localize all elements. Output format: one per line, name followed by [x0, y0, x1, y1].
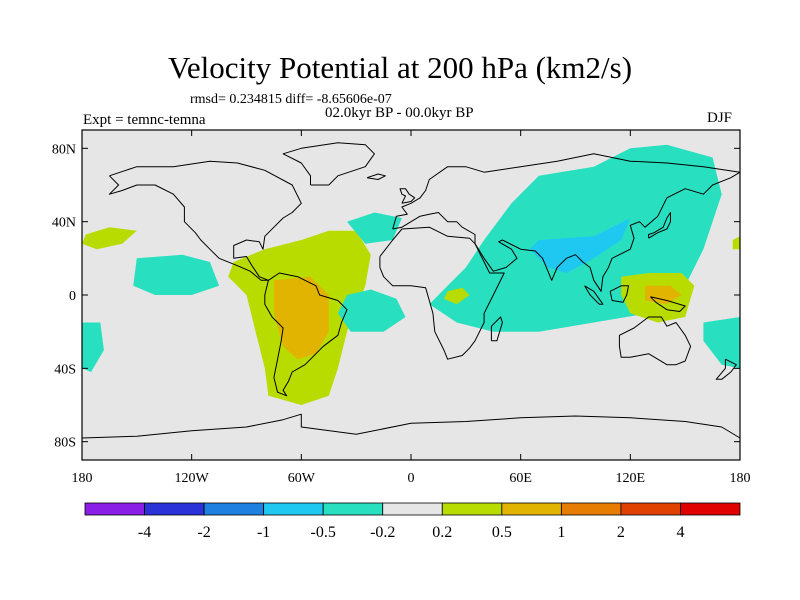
colorbar-swatch — [620, 502, 681, 516]
chart-title: Velocity Potential at 200 hPa (km2/s) — [167, 50, 633, 85]
coastline-borneo — [609, 285, 629, 303]
colorbar-label: 0.5 — [492, 524, 512, 541]
coastline-japan — [648, 212, 671, 239]
colorbar-label: 2 — [617, 524, 625, 541]
stats-label: rmsd= 0.234815 diff= -8.65606e-07 — [190, 92, 392, 107]
region-maritime-core — [645, 285, 682, 305]
x-tick-label: 60E — [509, 471, 532, 486]
coastline-antarctica — [81, 413, 741, 439]
colorbar-label: -0.5 — [311, 524, 336, 541]
coastline-greenland — [282, 142, 375, 186]
coastline-eurasia — [392, 153, 741, 292]
y-tick-label: 80N — [52, 142, 76, 157]
coastline-new-zealand — [715, 358, 737, 380]
colorbar-swatch — [203, 502, 265, 516]
coastline-new-guinea — [650, 296, 686, 312]
coastline-australia — [618, 316, 692, 366]
y-tick-label: 80S — [54, 436, 76, 451]
experiment-label: Expt = temnc-temna — [83, 112, 206, 128]
coastline-uk — [399, 188, 416, 204]
y-tick-label: 0 — [69, 289, 76, 304]
region-pacific-southwest-negative — [82, 322, 104, 372]
x-tick-label: 0 — [408, 471, 415, 486]
region-pacific-west-positive — [82, 227, 137, 250]
region-antarctic-edge-negative — [703, 317, 740, 369]
colorbar-label: -1 — [257, 524, 270, 541]
colorbar-label: 0.2 — [432, 524, 452, 541]
x-tick-label: 120W — [175, 471, 210, 486]
colorbar-label: 1 — [557, 524, 565, 541]
x-tick-label: 180 — [72, 471, 93, 486]
coastline-sumatra — [584, 285, 604, 305]
region-asia-core — [529, 218, 631, 273]
region-indian-ocean-dot — [443, 287, 470, 305]
colorbar-swatch — [680, 502, 741, 516]
coastline-iceland — [366, 173, 386, 180]
period-label: 02.0kyr BP - 00.0kyr BP — [325, 105, 474, 121]
region-pacific-east-negative — [133, 254, 220, 295]
coastline-south-america — [264, 272, 348, 397]
colorbar-swatch — [441, 502, 503, 516]
x-tick-label: 180 — [730, 471, 751, 486]
region-atlantic-subtropic-negative — [347, 212, 402, 244]
colorbar-swatch — [263, 502, 324, 516]
colorbar-label: -0.2 — [370, 524, 395, 541]
coastline-madagascar — [490, 316, 503, 342]
y-tick-label: 40S — [54, 362, 76, 377]
coastline-north-america — [108, 160, 302, 281]
region-east-edge-positive — [732, 236, 740, 250]
colorbar-swatch — [84, 502, 145, 516]
colorbar-swatch — [382, 502, 443, 516]
colorbar-swatch — [144, 502, 205, 516]
x-tick-label: 60W — [288, 471, 316, 486]
season-label: DJF — [707, 110, 733, 126]
colorbar-swatch — [560, 502, 622, 516]
coastline-africa — [379, 226, 505, 360]
x-tick-label: 120E — [616, 471, 646, 486]
colorbar-swatch — [501, 502, 562, 516]
colorbar-label: 4 — [676, 524, 684, 541]
region-north-atlantic-negative — [337, 289, 406, 332]
colorbar-label: -2 — [197, 524, 210, 541]
y-tick-label: 40N — [52, 216, 76, 231]
colorbar-swatch — [322, 502, 384, 516]
colorbar-label: -4 — [138, 524, 151, 541]
region-south-america-core — [273, 276, 329, 360]
